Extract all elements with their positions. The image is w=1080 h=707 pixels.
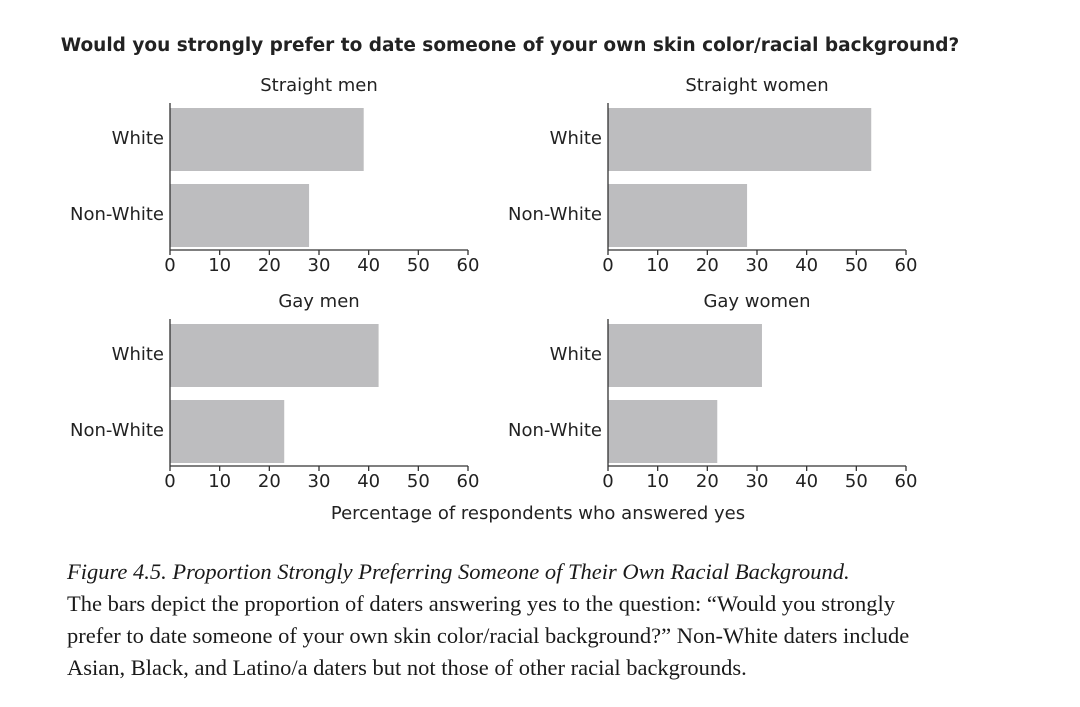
panel-title: Straight men [260, 75, 378, 96]
x-tick-label: 10 [646, 471, 669, 492]
y-tick-label: Non-White [508, 420, 602, 441]
x-tick-label: 0 [164, 471, 175, 492]
y-tick-label: White [112, 344, 164, 365]
x-tick-label: 40 [795, 255, 818, 276]
bar [608, 400, 718, 463]
bar [170, 184, 310, 247]
x-tick-label: 50 [407, 471, 430, 492]
x-tick-label: 50 [407, 255, 430, 276]
x-tick-label: 60 [895, 255, 918, 276]
x-tick-label: 20 [696, 255, 719, 276]
x-tick-label: 0 [602, 255, 613, 276]
x-tick-label: 40 [357, 255, 380, 276]
x-tick-label: 20 [696, 471, 719, 492]
x-tick-label: 10 [208, 255, 231, 276]
x-tick-label: 20 [258, 471, 281, 492]
x-tick-label: 40 [357, 471, 380, 492]
caption-text: The bars depict the proportion of daters… [67, 591, 910, 680]
x-tick-label: 10 [208, 471, 231, 492]
bar [608, 324, 762, 387]
bar [170, 400, 285, 463]
x-tick-label: 20 [258, 255, 281, 276]
y-tick-label: Non-White [70, 204, 164, 225]
y-tick-label: White [550, 128, 602, 149]
x-tick-label: 60 [457, 471, 480, 492]
y-tick-label: Non-White [70, 420, 164, 441]
bar [170, 324, 379, 387]
caption: Figure 4.5. Proportion Strongly Preferri… [67, 556, 927, 684]
x-tick-label: 60 [457, 255, 480, 276]
x-tick-label: 30 [746, 471, 769, 492]
y-tick-label: White [550, 344, 602, 365]
panel-title: Gay women [703, 291, 810, 312]
y-tick-label: White [112, 128, 164, 149]
x-tick-label: 60 [895, 471, 918, 492]
x-tick-label: 0 [602, 471, 613, 492]
y-tick-label: Non-White [508, 204, 602, 225]
x-tick-label: 30 [746, 255, 769, 276]
bar [170, 108, 364, 171]
x-tick-label: 40 [795, 471, 818, 492]
x-tick-label: 50 [845, 255, 868, 276]
x-tick-label: 10 [646, 255, 669, 276]
panel-title: Straight women [685, 75, 828, 96]
x-axis-label: Percentage of respondents who answered y… [331, 503, 745, 524]
bar [608, 184, 748, 247]
x-tick-label: 50 [845, 471, 868, 492]
x-tick-label: 0 [164, 255, 175, 276]
bar [608, 108, 872, 171]
chart-title: Would you strongly prefer to date someon… [61, 35, 960, 56]
caption-label: Figure 4.5. Proportion Strongly Preferri… [67, 559, 850, 584]
panel-title: Gay men [278, 291, 359, 312]
x-tick-label: 30 [308, 255, 331, 276]
x-tick-label: 30 [308, 471, 331, 492]
chart: Would you strongly prefer to date someon… [61, 35, 960, 524]
